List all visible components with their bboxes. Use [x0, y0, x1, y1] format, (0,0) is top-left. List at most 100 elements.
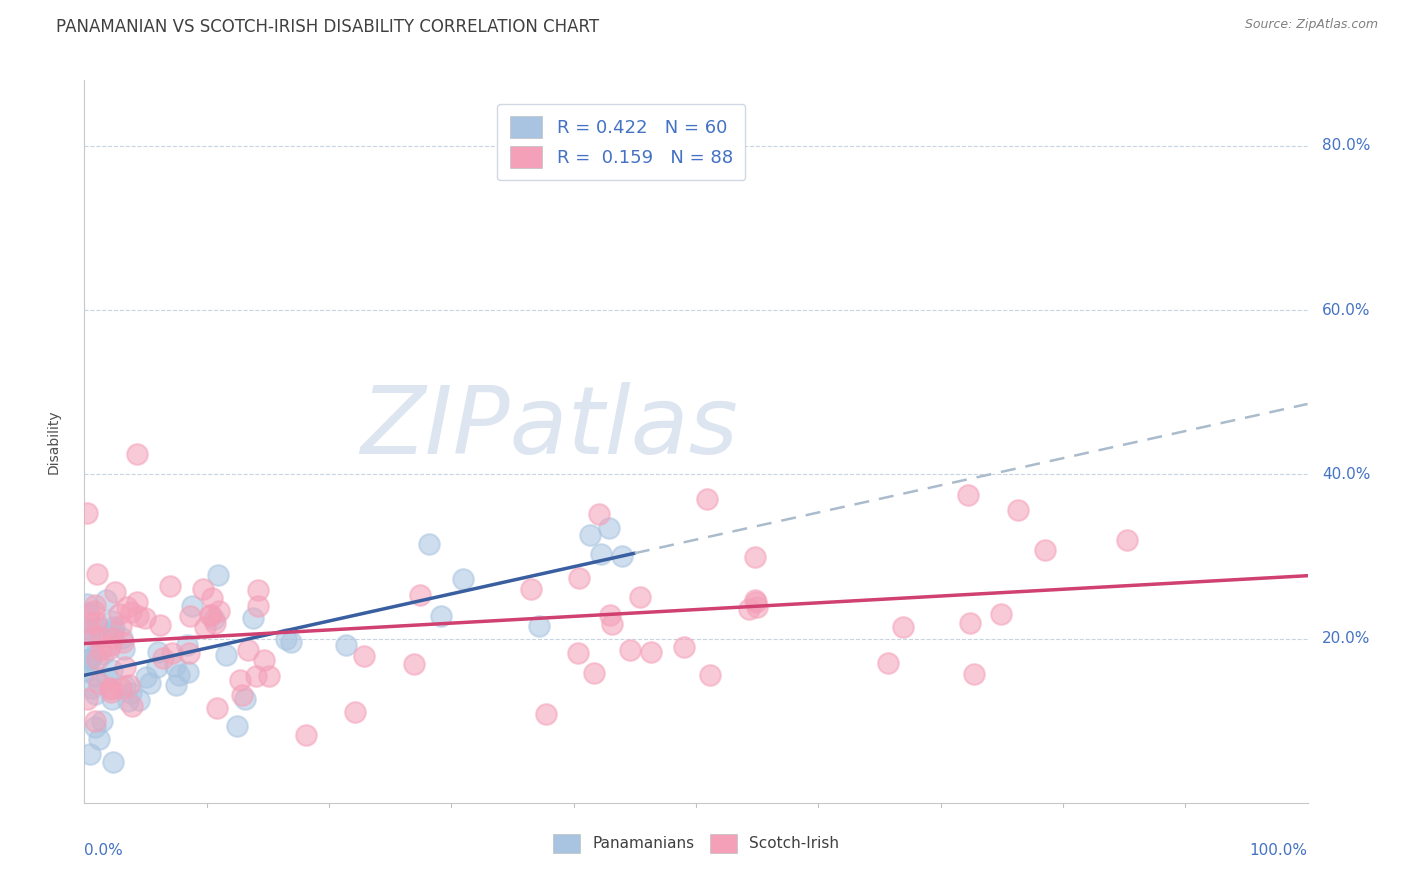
Point [86, 615, 108, 630]
Point [100, 682, 122, 697]
Point [135, 670, 157, 684]
Text: PANAMANIAN VS SCOTCH-IRISH DISABILITY CORRELATION CHART: PANAMANIAN VS SCOTCH-IRISH DISABILITY CO… [56, 18, 599, 36]
Point [745, 594, 768, 608]
Legend: Panamanians, Scotch-Irish: Panamanians, Scotch-Irish [546, 826, 846, 860]
Point [233, 691, 256, 706]
Point [79, 623, 101, 637]
Point [86, 652, 108, 666]
Point [112, 635, 135, 649]
Point [160, 646, 183, 660]
Text: 100.0%: 100.0% [1250, 843, 1308, 857]
Point [280, 635, 302, 649]
Point [1007, 502, 1029, 516]
Point [672, 640, 695, 654]
Point [640, 645, 662, 659]
Text: 60.0%: 60.0% [1322, 302, 1371, 318]
Point [83, 714, 105, 728]
Point [112, 642, 135, 657]
Point [208, 604, 231, 618]
Point [591, 547, 613, 561]
Point [101, 631, 124, 645]
Point [96, 671, 118, 685]
Point [91, 648, 114, 662]
Point [176, 638, 198, 652]
Point [990, 607, 1012, 621]
Point [207, 567, 229, 582]
Point [180, 599, 202, 614]
Point [90, 631, 112, 645]
Point [110, 619, 132, 633]
Point [110, 681, 132, 696]
Point [76, 597, 98, 611]
Point [76, 664, 98, 678]
Point [876, 656, 898, 670]
Point [744, 593, 766, 607]
Point [76, 621, 98, 635]
Text: Source: ZipAtlas.com: Source: ZipAtlas.com [1244, 18, 1378, 31]
Point [79, 747, 101, 761]
Point [619, 642, 641, 657]
Point [104, 584, 127, 599]
Point [120, 605, 142, 619]
Point [139, 675, 162, 690]
Point [567, 646, 589, 660]
Text: Disability: Disability [46, 409, 60, 474]
Point [519, 582, 541, 596]
Point [117, 694, 139, 708]
Point [115, 600, 138, 615]
Point [83, 720, 105, 734]
Point [252, 653, 274, 667]
Point [101, 692, 124, 706]
Point [167, 668, 190, 682]
Point [84, 687, 107, 701]
Point [536, 706, 558, 721]
Point [335, 638, 357, 652]
Point [201, 591, 224, 605]
Point [98, 642, 121, 657]
Point [245, 668, 267, 682]
Point [238, 642, 260, 657]
Point [628, 590, 651, 604]
Point [191, 582, 214, 596]
Point [84, 599, 107, 613]
Point [963, 666, 986, 681]
Point [747, 600, 769, 615]
Point [194, 620, 217, 634]
Point [101, 614, 124, 628]
Point [568, 571, 591, 585]
Point [891, 620, 914, 634]
Point [226, 719, 249, 733]
Point [418, 537, 440, 551]
Point [610, 549, 633, 564]
Point [602, 617, 624, 632]
Point [429, 609, 451, 624]
Point [1115, 533, 1137, 547]
Point [176, 665, 198, 679]
Point [96, 593, 118, 607]
Point [202, 612, 225, 626]
Point [118, 677, 141, 691]
Point [87, 620, 110, 634]
Point [149, 618, 172, 632]
Point [179, 646, 201, 660]
Point [198, 608, 221, 623]
Point [76, 653, 98, 667]
Point [159, 579, 181, 593]
Point [738, 602, 761, 616]
Point [134, 611, 156, 625]
Point [79, 651, 101, 665]
Point [1033, 543, 1056, 558]
Point [598, 521, 620, 535]
Point [165, 658, 187, 673]
Point [111, 632, 134, 646]
Point [76, 506, 98, 520]
Point [83, 604, 105, 618]
Point [695, 492, 717, 507]
Point [79, 630, 101, 644]
Point [114, 679, 136, 693]
Point [599, 607, 621, 622]
Point [114, 659, 136, 673]
Point [353, 648, 375, 663]
Point [76, 692, 98, 706]
Point [101, 755, 124, 769]
